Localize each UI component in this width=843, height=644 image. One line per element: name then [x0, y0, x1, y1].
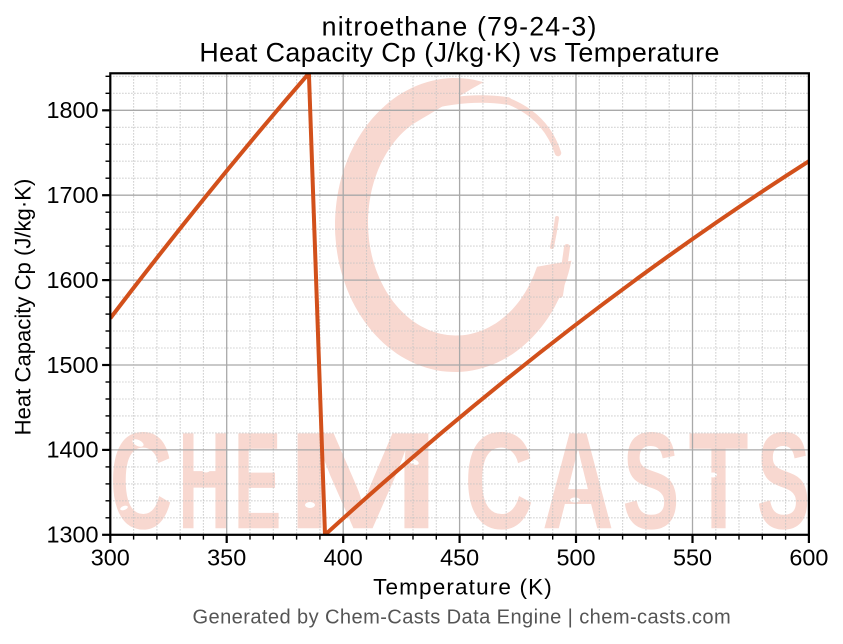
svg-text:450: 450 [440, 545, 479, 571]
svg-text:600: 600 [789, 545, 828, 571]
svg-text:S: S [622, 404, 679, 558]
svg-text:C: C [110, 404, 173, 558]
svg-text:1800: 1800 [46, 97, 98, 123]
svg-text:1400: 1400 [46, 437, 98, 463]
svg-text:1300: 1300 [46, 522, 98, 548]
svg-text:400: 400 [324, 545, 363, 571]
svg-text:Heat Capacity Cp (J/kg·K) vs T: Heat Capacity Cp (J/kg·K) vs Temperature [199, 37, 719, 67]
svg-text:Temperature (K): Temperature (K) [373, 574, 553, 599]
svg-text:300: 300 [91, 545, 130, 571]
svg-text:Generated by Chem-Casts Data E: Generated by Chem-Casts Data Engine | ch… [192, 607, 731, 629]
svg-text:A: A [542, 404, 614, 558]
svg-text:nitroethane (79-24-3): nitroethane (79-24-3) [322, 11, 598, 41]
svg-text:1500: 1500 [46, 352, 98, 378]
svg-text:S: S [757, 404, 811, 558]
svg-text:1600: 1600 [46, 267, 98, 293]
svg-text:500: 500 [556, 545, 595, 571]
svg-text:550: 550 [673, 545, 712, 571]
svg-text:C: C [464, 404, 534, 558]
svg-text:1700: 1700 [46, 182, 98, 208]
svg-text:H: H [178, 404, 231, 558]
svg-text:350: 350 [207, 545, 246, 571]
svg-text:M: M [285, 404, 441, 558]
svg-text:Heat Capacity Cp (J/kg·K): Heat Capacity Cp (J/kg·K) [10, 179, 35, 436]
